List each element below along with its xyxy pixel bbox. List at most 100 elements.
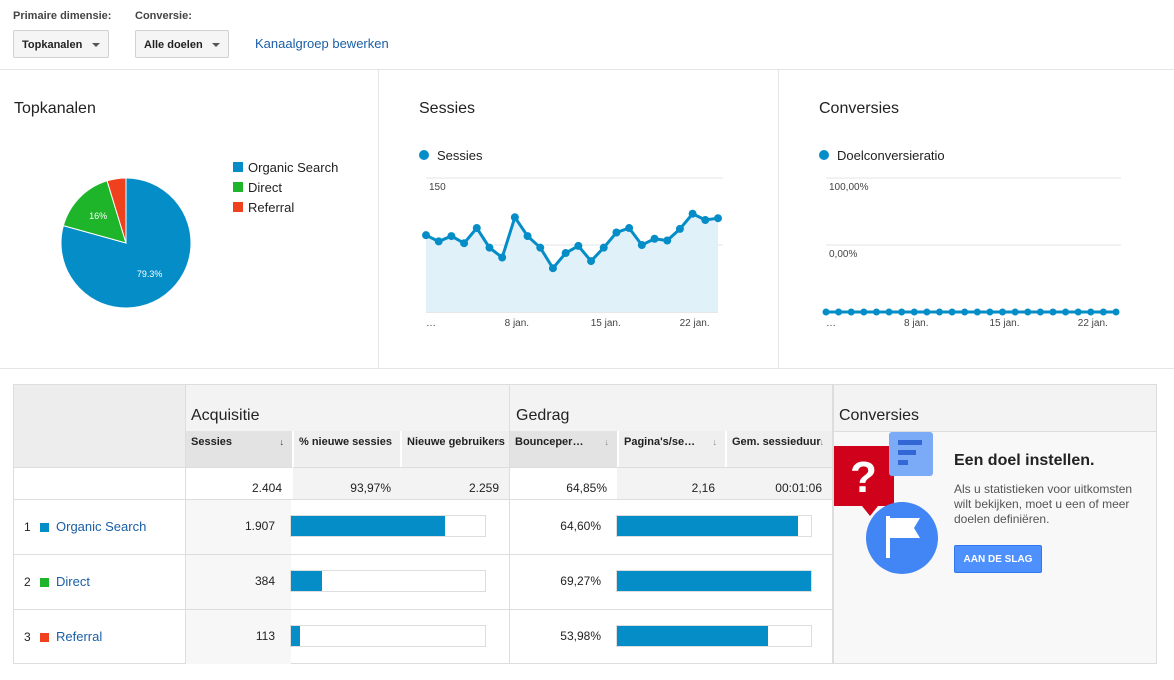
data-point[interactable] <box>574 241 583 250</box>
column-divider <box>509 385 510 664</box>
channel-link[interactable]: Referral <box>56 629 103 644</box>
pie-chart: 79.3% 16% <box>60 177 192 309</box>
data-point[interactable] <box>650 234 659 243</box>
data-point[interactable] <box>637 241 646 249</box>
data-point[interactable] <box>986 308 994 316</box>
data-point[interactable] <box>835 308 843 316</box>
channel-color-swatch <box>40 578 49 587</box>
data-point[interactable] <box>599 243 608 252</box>
edit-channel-group-link[interactable]: Kanaalgroep bewerken <box>255 36 389 51</box>
data-point[interactable] <box>923 308 931 316</box>
x-tick-label: 22 jan. <box>680 318 710 329</box>
data-point[interactable] <box>1112 308 1120 316</box>
pie-slice-direct[interactable] <box>62 180 127 244</box>
bounce-column-header[interactable]: Bounceper… ↓ <box>510 431 617 467</box>
row-number: 2 <box>24 575 31 589</box>
data-point[interactable] <box>688 209 697 218</box>
data-point[interactable] <box>885 308 893 316</box>
data-point[interactable] <box>999 308 1007 316</box>
data-point[interactable] <box>714 214 722 223</box>
data-point[interactable] <box>898 308 906 316</box>
data-point[interactable] <box>860 308 868 316</box>
bar-fill <box>617 626 769 646</box>
legend-swatch <box>233 182 243 192</box>
data-point[interactable] <box>935 308 943 316</box>
bounce-bar <box>616 625 812 647</box>
data-point[interactable] <box>587 257 596 266</box>
data-point[interactable] <box>1011 308 1019 316</box>
data-point[interactable] <box>472 224 481 233</box>
x-tick-label: … <box>426 318 436 329</box>
bounce-bar <box>616 515 812 537</box>
data-point[interactable] <box>1049 308 1057 316</box>
dimension-column-header <box>14 431 185 467</box>
data-point[interactable] <box>663 236 672 245</box>
data-point[interactable] <box>434 237 443 246</box>
question-bubble-icon <box>834 446 894 506</box>
data-point[interactable] <box>675 224 684 233</box>
bar-fill <box>617 571 811 591</box>
data-point[interactable] <box>1062 308 1070 316</box>
data-point[interactable] <box>910 308 918 316</box>
data-point[interactable] <box>498 253 507 262</box>
pie-data-label: 79.3% <box>137 269 163 279</box>
sessions-panel: Sessies Sessies 15075…8 jan.15 jan.22 ja… <box>379 70 778 368</box>
data-point[interactable] <box>523 232 532 241</box>
new-sessions-column-header[interactable]: % nieuwe sessies ↓ <box>294 431 400 467</box>
sessions-column-header[interactable]: Sessies ↓ <box>186 431 292 467</box>
sort-arrow-icon: ↓ <box>496 437 502 447</box>
row-bounce: 53,98% <box>560 629 601 643</box>
data-point[interactable] <box>1087 308 1095 316</box>
data-point[interactable] <box>872 308 880 316</box>
data-point[interactable] <box>822 308 830 316</box>
channel-link[interactable]: Direct <box>56 574 90 589</box>
data-point[interactable] <box>561 249 570 258</box>
x-tick-label: 22 jan. <box>1078 318 1108 329</box>
sessions-chart: 15075…8 jan.15 jan.22 jan. <box>422 177 723 329</box>
goals-panel: Conversies ? Een doel instellen. Als u s… <box>833 384 1157 664</box>
duration-column-header[interactable]: Gem. sessieduur ↓ <box>727 431 832 467</box>
data-point[interactable] <box>422 231 430 240</box>
get-started-button[interactable]: AAN DE SLAG <box>954 545 1042 573</box>
data-point[interactable] <box>701 215 710 224</box>
data-point[interactable] <box>1099 308 1107 316</box>
data-point[interactable] <box>510 213 519 222</box>
data-point[interactable] <box>625 224 634 233</box>
channel-link[interactable]: Organic Search <box>56 519 147 534</box>
data-point[interactable] <box>536 243 545 252</box>
data-point[interactable] <box>961 308 969 316</box>
new-users-column-header[interactable]: Nieuwe gebruikers ↓ <box>402 431 509 467</box>
data-point[interactable] <box>612 228 621 237</box>
data-point[interactable] <box>485 243 494 252</box>
data-point[interactable] <box>460 239 469 248</box>
column-label: Gem. sessieduur <box>732 436 821 448</box>
data-point[interactable] <box>548 264 557 273</box>
data-point[interactable] <box>973 308 981 316</box>
data-point[interactable] <box>447 232 456 241</box>
conversion-select[interactable]: Alle doelen <box>135 30 229 58</box>
sort-arrow-icon: ↓ <box>387 437 393 447</box>
panel-title: Topkanalen <box>14 100 96 117</box>
pie-slice-referral[interactable] <box>106 177 127 244</box>
data-point[interactable] <box>847 308 855 316</box>
legend-item[interactable]: Organic Search <box>233 160 338 175</box>
x-tick-label: 8 jan. <box>505 318 529 329</box>
legend-swatch <box>233 202 243 212</box>
table-row: 2 Direct 384 69,27% <box>14 554 832 609</box>
y-tick-label: 0,00% <box>829 249 857 260</box>
data-point[interactable] <box>1074 308 1082 316</box>
legend-item[interactable]: Direct <box>233 180 282 195</box>
data-point[interactable] <box>948 308 956 316</box>
x-tick-label: 8 jan. <box>904 318 928 329</box>
sessions-share-bar <box>290 625 486 647</box>
legend-item[interactable]: Referral <box>233 200 294 215</box>
pages-column-header[interactable]: Pagina's/se… ↓ <box>619 431 725 467</box>
acquisition-header: Acquisitie <box>185 385 509 431</box>
data-point[interactable] <box>1036 308 1044 316</box>
x-tick-label: 15 jan. <box>990 318 1020 329</box>
primary-dimension-value: Topkanalen <box>22 39 83 51</box>
primary-dimension-select[interactable]: Topkanalen <box>13 30 109 58</box>
data-point[interactable] <box>1024 308 1032 316</box>
bar-fill <box>291 516 445 536</box>
conversion-label: Conversie: <box>135 10 192 22</box>
